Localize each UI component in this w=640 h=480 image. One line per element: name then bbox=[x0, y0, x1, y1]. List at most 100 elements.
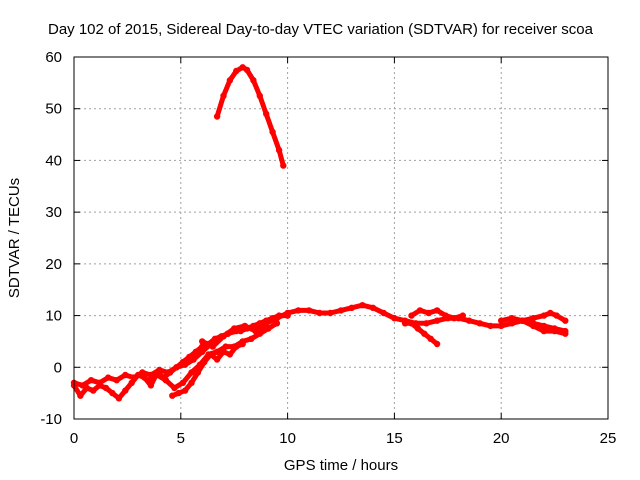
data-point bbox=[128, 379, 135, 386]
data-point bbox=[442, 312, 449, 319]
data-point bbox=[220, 92, 227, 100]
data-point bbox=[226, 351, 234, 358]
data-point bbox=[250, 77, 257, 84]
data-point bbox=[209, 343, 216, 350]
data-point bbox=[231, 325, 238, 332]
y-tick-label: -10 bbox=[40, 411, 62, 428]
data-series bbox=[70, 64, 569, 402]
data-point bbox=[166, 369, 174, 376]
data-point bbox=[466, 317, 473, 324]
data-point bbox=[109, 389, 116, 397]
data-point bbox=[248, 335, 255, 342]
data-point bbox=[540, 322, 548, 330]
data-point bbox=[220, 348, 227, 355]
data-point bbox=[476, 320, 483, 327]
data-point bbox=[369, 304, 377, 311]
data-point bbox=[252, 327, 259, 335]
data-point bbox=[154, 371, 161, 379]
data-point bbox=[508, 315, 516, 322]
data-point bbox=[102, 384, 110, 392]
data-point bbox=[213, 348, 221, 355]
data-point bbox=[188, 369, 195, 376]
data-point bbox=[186, 353, 193, 361]
data-point bbox=[359, 302, 366, 309]
data-point bbox=[83, 384, 91, 392]
data-point bbox=[408, 312, 415, 319]
data-point bbox=[233, 67, 240, 75]
data-point bbox=[194, 369, 202, 376]
data-point bbox=[348, 304, 355, 311]
data-point bbox=[414, 325, 422, 332]
data-point bbox=[316, 309, 323, 317]
series-track-f bbox=[408, 307, 466, 322]
data-point bbox=[391, 315, 398, 322]
data-point bbox=[423, 320, 430, 327]
data-point bbox=[433, 317, 441, 324]
data-point bbox=[263, 317, 270, 324]
data-point bbox=[105, 374, 112, 381]
series-track-e bbox=[199, 322, 270, 350]
y-tick-label: 40 bbox=[45, 152, 62, 169]
data-point bbox=[90, 387, 97, 394]
series-line bbox=[214, 64, 286, 169]
data-point bbox=[147, 382, 155, 389]
data-point bbox=[284, 312, 291, 319]
data-point bbox=[269, 128, 276, 136]
data-point bbox=[173, 364, 180, 371]
data-point bbox=[179, 379, 187, 386]
data-point bbox=[162, 377, 169, 384]
data-point bbox=[134, 371, 142, 379]
data-point bbox=[77, 392, 84, 399]
x-tick-label: 10 bbox=[279, 430, 296, 447]
data-point bbox=[547, 309, 554, 317]
data-point bbox=[433, 307, 441, 314]
data-point bbox=[122, 387, 129, 394]
y-tick-label: 10 bbox=[45, 308, 62, 325]
data-point bbox=[275, 312, 283, 319]
data-point bbox=[181, 387, 189, 394]
data-point bbox=[213, 356, 221, 363]
data-point bbox=[551, 327, 558, 335]
data-point bbox=[263, 110, 270, 118]
y-tick-label: 50 bbox=[45, 101, 62, 118]
data-point bbox=[122, 371, 129, 379]
x-tick-label: 25 bbox=[600, 430, 617, 447]
data-point bbox=[233, 343, 240, 350]
data-point bbox=[207, 351, 214, 358]
data-point bbox=[380, 309, 387, 317]
x-ticks: 0 5 10 15 20 25 bbox=[70, 57, 617, 447]
data-point bbox=[540, 312, 548, 319]
data-point bbox=[87, 377, 95, 384]
data-point bbox=[201, 358, 208, 366]
data-point bbox=[213, 113, 221, 120]
data-point bbox=[275, 146, 283, 154]
data-point bbox=[508, 320, 516, 327]
data-point bbox=[337, 307, 345, 314]
data-point bbox=[145, 377, 152, 384]
y-ticks: -10 0 10 20 30 40 50 60 bbox=[40, 49, 608, 428]
data-point bbox=[408, 320, 415, 327]
data-point bbox=[401, 320, 409, 327]
y-axis-label: SDTVAR / TECUs bbox=[6, 178, 23, 298]
data-point bbox=[269, 315, 276, 322]
data-point bbox=[171, 384, 178, 392]
y-tick-label: 60 bbox=[45, 49, 62, 66]
data-point bbox=[241, 322, 249, 330]
data-point bbox=[256, 92, 263, 100]
data-point bbox=[222, 343, 229, 350]
x-tick-label: 15 bbox=[386, 430, 403, 447]
series-line bbox=[71, 302, 568, 388]
data-point bbox=[433, 340, 441, 348]
data-point bbox=[530, 315, 537, 322]
y-tick-label: 30 bbox=[45, 204, 62, 221]
data-point bbox=[169, 392, 176, 399]
data-point bbox=[192, 348, 199, 355]
data-point bbox=[273, 320, 281, 327]
y-tick-label: 20 bbox=[45, 256, 62, 273]
data-point bbox=[305, 307, 313, 314]
data-point bbox=[179, 358, 187, 366]
y-tick-label: 0 bbox=[54, 359, 62, 376]
data-point bbox=[498, 317, 505, 324]
data-point bbox=[562, 317, 569, 324]
grid bbox=[74, 57, 608, 419]
